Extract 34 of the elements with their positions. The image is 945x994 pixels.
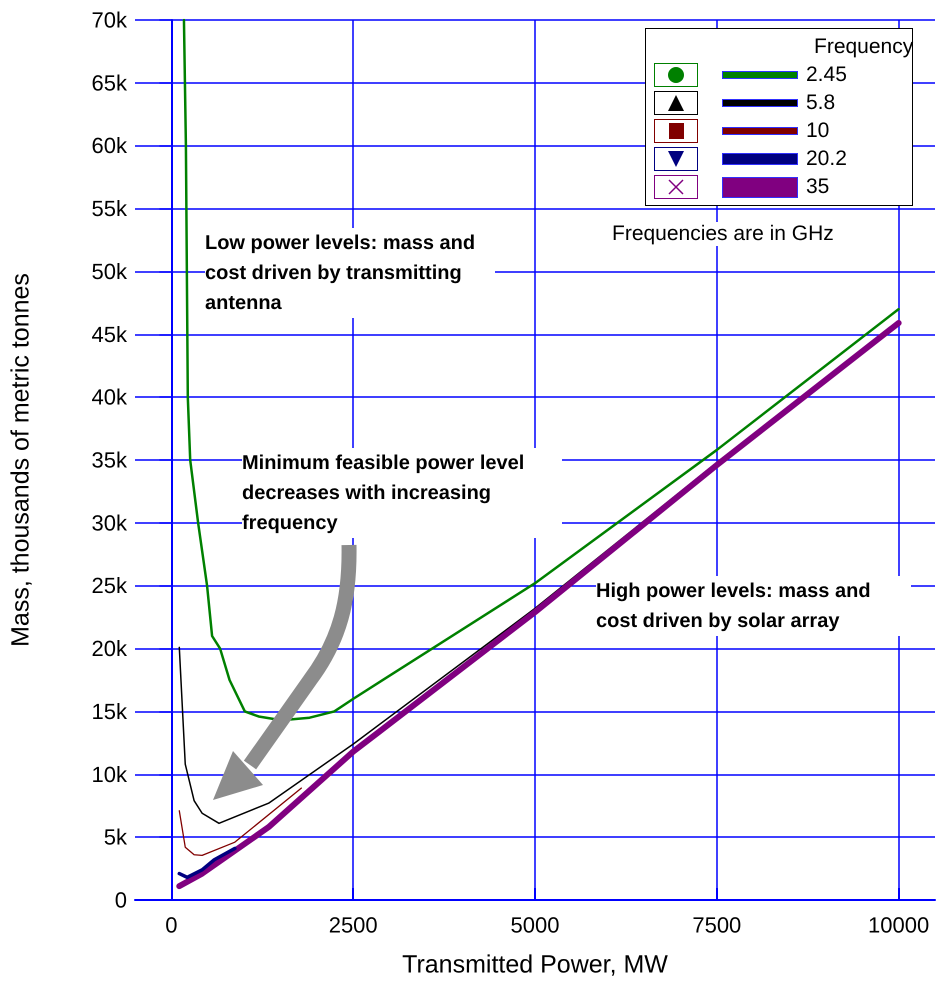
legend-label: 35 [806,175,830,199]
y-tick-label: 70k [92,8,128,32]
legend-label: 10 [806,119,830,143]
y-tick-label: 50k [92,258,128,284]
x-tick-label: 0 [165,912,178,938]
y-tick-label: 0 [114,888,127,912]
annotation: Minimum feasible power level decreases with increasing frequency [242,448,562,538]
y-tick-label: 45k [92,322,128,347]
y-axis-title: Mass, thousands of metric tonnes [6,273,34,647]
x-tick-label: 2500 [328,912,378,938]
x-tick-label: 10000 [868,912,930,938]
x-tick-label: 5000 [510,912,560,938]
legend-title: Frequency [814,35,914,59]
x-tick-label: 7500 [692,912,742,938]
annotation: Low power levels: mass and cost driven by transmitting antenna [205,228,495,318]
y-tick-label: 15k [92,698,128,724]
legend-label: 2.45 [806,63,848,87]
line-series [178,787,302,856]
y-tick-label: 25k [92,573,128,598]
legend-label: 5.8 [806,91,836,115]
y-tick-label: 65k [92,70,128,96]
legend-label: 20.2 [806,147,848,171]
y-tick-label: 40k [92,384,128,410]
annotation: High power levels: mass and cost driven by solar array [596,576,911,636]
x-axis-title: Transmitted Power, MW [402,950,668,978]
y-tick-label: 55k [92,196,128,222]
y-tick-label: 10k [92,762,128,787]
annotation: Frequencies are in GHz [612,222,834,246]
y-tick-label: 5k [104,824,128,850]
y-tick-label: 20k [92,636,128,662]
y-tick-label: 35k [92,448,128,472]
line-series [178,846,237,880]
y-tick-label: 30k [92,510,128,536]
y-tick-label: 60k [92,133,128,158]
